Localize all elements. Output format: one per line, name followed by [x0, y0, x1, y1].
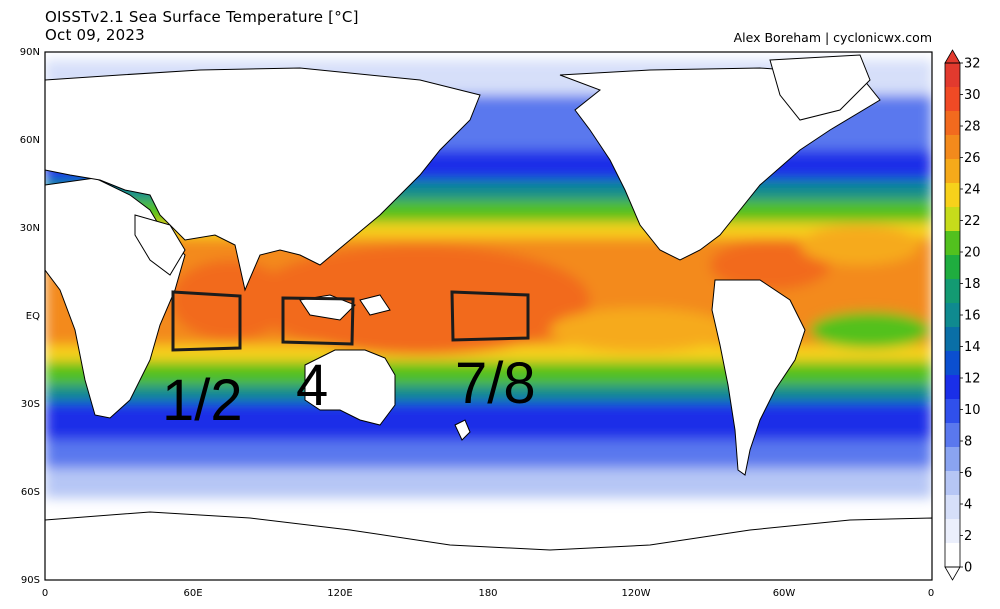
colorbar-swatch — [945, 423, 960, 448]
colorbar-label: 24 — [964, 183, 981, 198]
lon-label-60e: 60E — [183, 588, 202, 599]
colorbar-label: 20 — [964, 246, 981, 261]
colorbar-swatch — [945, 87, 960, 112]
colorbar-top-arrow — [944, 49, 961, 64]
colorbar-swatches — [945, 63, 960, 568]
lon-label-120e: 120E — [327, 588, 352, 599]
colorbar-swatch — [945, 159, 960, 184]
colorbar-swatch — [945, 375, 960, 400]
continents — [45, 54, 932, 580]
lat-label-60s: 60S — [21, 487, 40, 498]
region-box-1-2 — [171, 290, 242, 352]
colorbar-swatch — [945, 63, 960, 88]
lon-label-120w: 120W — [622, 588, 651, 599]
lon-label-0-west: 0 — [42, 588, 48, 599]
colorbar-swatch — [945, 135, 960, 160]
lon-label-60w: 60W — [773, 588, 796, 599]
colorbar-swatch — [945, 351, 960, 376]
map-border — [44, 51, 933, 581]
colorbar-swatch — [945, 111, 960, 136]
colorbar-bottom-arrow — [944, 566, 961, 581]
colorbar-label: 18 — [964, 277, 981, 292]
colorbar-label: 22 — [964, 214, 981, 229]
latitude-axis: 90N 60N 30N EQ 30S 60S 90S — [20, 47, 40, 586]
colorbar-label: 4 — [964, 498, 972, 513]
colorbar-label: 16 — [964, 309, 981, 324]
colorbar-label: 14 — [964, 340, 981, 355]
lat-label-30n: 30N — [20, 223, 40, 234]
lat-label-eq: EQ — [26, 311, 40, 322]
colorbar-swatch — [945, 543, 960, 568]
australia-landmass — [304, 349, 396, 426]
colorbar-label: 8 — [964, 435, 972, 450]
colorbar-label: 2 — [964, 529, 972, 544]
region-box-4 — [281, 296, 355, 346]
credit-text: Alex Boreham | cyclonicwx.com — [733, 30, 932, 45]
lon-label-180: 180 — [478, 588, 497, 599]
lat-label-30s: 30S — [21, 399, 40, 410]
region-box-7-8 — [450, 290, 530, 342]
colorbar-label: 28 — [964, 120, 981, 135]
colorbar-label: 30 — [964, 88, 981, 103]
colorbar-label: 26 — [964, 151, 981, 166]
colorbar-label: 0 — [964, 561, 972, 576]
colorbar-swatch — [945, 231, 960, 256]
colorbar-swatch — [945, 303, 960, 328]
region-label-7-8: 7/8 — [455, 351, 536, 416]
lat-label-90s: 90S — [21, 575, 40, 586]
region-label-4: 4 — [296, 353, 328, 418]
date-text: Oct 09, 2023 — [45, 26, 145, 44]
colorbar-swatch — [945, 207, 960, 232]
region-label-1-2: 1/2 — [162, 368, 243, 433]
colorbar-label: 6 — [964, 466, 972, 481]
colorbar-swatch — [945, 519, 960, 544]
map-title: OISSTv2.1 Sea Surface Temperature [°C] O… — [45, 8, 359, 44]
colorbar-swatch — [945, 495, 960, 520]
colorbar-swatch — [945, 255, 960, 280]
colorbar-swatch — [945, 183, 960, 208]
longitude-axis: 0 60E 120E 180 120W 60W 0 — [42, 588, 934, 599]
arabia-landmass — [134, 214, 186, 276]
title-text: OISSTv2.1 Sea Surface Temperature [°C] — [45, 8, 359, 26]
colorbar-label: 32 — [964, 57, 981, 72]
south-america-landmass — [711, 279, 806, 476]
lon-label-0-east: 0 — [928, 588, 934, 599]
region-boxes — [171, 290, 530, 352]
greenland-landmass — [769, 54, 871, 121]
colorbar-label: 10 — [964, 403, 981, 418]
lat-label-90n: 90N — [20, 47, 40, 58]
maritime-continent-islands — [299, 294, 391, 321]
colorbar-swatch — [945, 471, 960, 496]
eurasia-landmass — [45, 67, 481, 292]
colorbar-swatch — [945, 447, 960, 472]
lat-label-60n: 60N — [20, 135, 40, 146]
antarctica-landmass — [45, 511, 932, 580]
colorbar-swatch — [945, 327, 960, 352]
colorbar-swatch — [945, 399, 960, 424]
colorbar-swatch — [945, 279, 960, 304]
colorbar-label: 12 — [964, 372, 981, 387]
new-zealand-landmass — [454, 419, 471, 441]
